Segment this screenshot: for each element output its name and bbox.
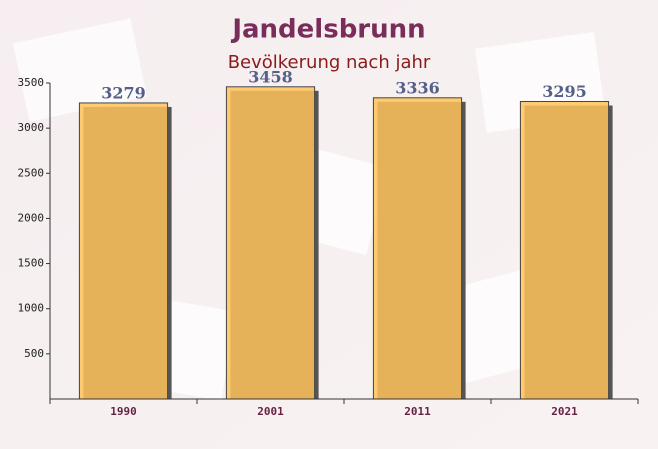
y-tick-label: 2500 xyxy=(18,166,45,179)
chart-subtitle: Bevölkerung nach jahr xyxy=(228,52,431,73)
y-tick-label: 3000 xyxy=(18,121,45,134)
chart-title: Jandelsbrunn xyxy=(230,15,425,45)
value-label: 3279 xyxy=(101,83,146,102)
value-label: 3458 xyxy=(248,67,293,86)
value-label: 3336 xyxy=(395,78,440,97)
y-tick-label: 3500 xyxy=(18,76,45,89)
y-tick-label: 1500 xyxy=(18,257,45,270)
y-tick-label: 1000 xyxy=(18,302,45,315)
y-tick-label: 2000 xyxy=(18,211,45,224)
value-label: 3295 xyxy=(542,82,587,101)
bar xyxy=(519,101,610,400)
x-tick-label: 2021 xyxy=(551,405,578,418)
x-tick-label: 2001 xyxy=(257,405,284,418)
bar xyxy=(225,86,316,400)
bar xyxy=(78,102,169,400)
y-tick-label: 500 xyxy=(24,347,44,360)
x-tick-label: 1990 xyxy=(110,405,137,418)
bar xyxy=(372,97,463,400)
x-tick-label: 2011 xyxy=(404,405,431,418)
